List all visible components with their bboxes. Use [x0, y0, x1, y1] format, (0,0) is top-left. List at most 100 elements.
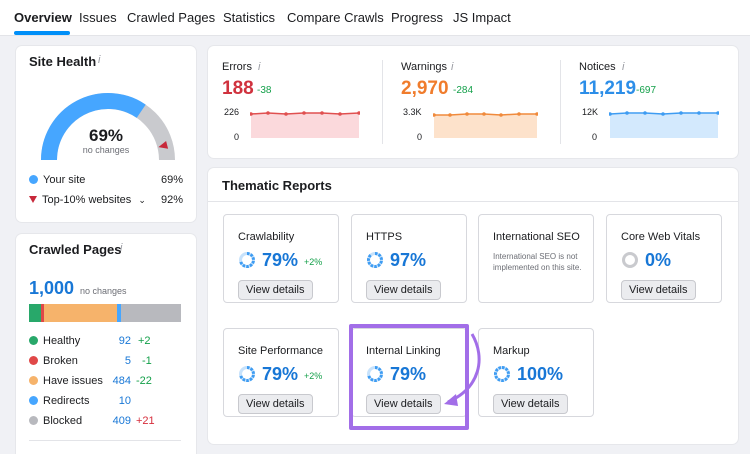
broken-value[interactable]: 5 — [124, 355, 131, 367]
broken-delta: -1 — [142, 355, 152, 367]
info-icon[interactable]: i — [98, 54, 101, 66]
row-redirects: Redirects — [29, 395, 89, 407]
notices-trend-chart[interactable] — [609, 106, 719, 140]
bar-healthy[interactable] — [29, 304, 41, 322]
site-health-gauge — [41, 93, 175, 161]
notices-axis-top: 12K — [582, 107, 599, 117]
tile-international-seo: International SEO International SEO is n… — [478, 214, 594, 303]
thematic-reports-title: Thematic Reports — [222, 178, 332, 193]
chevron-down-icon[interactable]: ⌄ — [138, 195, 146, 205]
bar-redirects[interactable] — [117, 304, 121, 322]
info-icon[interactable]: i — [451, 61, 454, 73]
info-icon[interactable]: i — [120, 242, 123, 254]
warnings-delta: -284 — [453, 85, 474, 96]
red-dot-icon — [29, 356, 38, 365]
warnings-value[interactable]: 2,970 — [401, 78, 449, 99]
warnings-axis-top: 3.3K — [403, 107, 422, 117]
gauge-value-arc — [41, 93, 146, 161]
arrow-icon — [444, 333, 481, 406]
row-broken: Broken — [29, 355, 78, 367]
tile-core-web-vitals[interactable]: Core Web Vitals 0% View details — [606, 214, 722, 303]
crawled-total-note: no changes — [80, 286, 127, 296]
errors-trend-chart[interactable] — [250, 106, 360, 140]
errors-value[interactable]: 188 — [222, 78, 254, 99]
tab-js-impact[interactable]: JS Impact — [453, 10, 511, 25]
divider — [29, 440, 181, 441]
redirects-value[interactable]: 10 — [118, 395, 131, 407]
site-health-value: 69% — [88, 126, 124, 145]
info-icon[interactable]: i — [622, 61, 625, 73]
warnings-trend-chart[interactable] — [433, 106, 538, 140]
progress-ring-icon — [239, 252, 255, 268]
view-details-button[interactable]: View details — [621, 280, 696, 300]
tile-delta: +2% — [304, 257, 323, 267]
have-issues-value[interactable]: 484 — [112, 375, 131, 387]
crawled-pages-title: Crawled Pages — [29, 242, 122, 257]
tab-progress[interactable]: Progress — [391, 10, 444, 25]
tile-site-performance[interactable]: Site Performance 79% +2% View details — [223, 328, 339, 417]
tile-delta: +2% — [304, 371, 323, 381]
tile-title: Site Performance — [238, 345, 323, 357]
blocked-value[interactable]: 409 — [112, 415, 131, 427]
top10-value: 92% — [161, 194, 184, 206]
view-details-button[interactable]: View details — [366, 280, 441, 300]
view-details-button[interactable]: View details — [366, 394, 441, 414]
tile-title: Crawlability — [238, 231, 295, 243]
info-icon[interactable]: i — [258, 61, 261, 73]
blue-dot-icon — [29, 175, 38, 184]
row-have-issues: Have issues — [29, 375, 103, 387]
errors-axis-bottom: 0 — [234, 132, 240, 142]
view-details-button[interactable]: View details — [238, 394, 313, 414]
legend-your-site: Your site — [29, 174, 85, 186]
errors-label: Errors — [222, 61, 252, 73]
tile-value[interactable]: 79% — [262, 250, 299, 270]
tab-crawled-pages[interactable]: Crawled Pages — [127, 10, 216, 25]
tile-value[interactable]: 79% — [262, 364, 299, 384]
green-dot-icon — [29, 336, 38, 345]
errors-delta: -38 — [257, 85, 272, 96]
crawled-pages-card: Crawled Pages i 1,000 no changes Healthy… — [16, 234, 196, 454]
healthy-delta: +2 — [138, 335, 151, 347]
progress-ring-icon — [367, 366, 383, 382]
crawled-pages-bar — [29, 304, 181, 322]
site-health-title: Site Health — [29, 54, 97, 69]
view-details-button[interactable]: View details — [238, 280, 313, 300]
orange-dot-icon — [29, 376, 38, 385]
bar-have-issues[interactable] — [44, 304, 117, 322]
tile-crawlability[interactable]: Crawlability 79% +2% View details — [223, 214, 339, 303]
row-blocked: Blocked — [29, 415, 82, 427]
thematic-reports-card: Thematic Reports Crawlability 79% +2% Vi… — [208, 168, 738, 444]
tile-value[interactable]: 97% — [390, 250, 427, 270]
tab-statistics[interactable]: Statistics — [223, 10, 276, 25]
warnings-axis-bottom: 0 — [417, 132, 423, 142]
have-issues-delta: -22 — [136, 375, 152, 387]
view-details-button[interactable]: View details — [493, 394, 568, 414]
tab-overview[interactable]: Overview — [14, 10, 72, 25]
tile-title: International SEO — [493, 231, 580, 243]
tile-value[interactable]: 0% — [645, 250, 672, 270]
divider — [560, 60, 561, 144]
notices-label: Notices — [579, 61, 616, 73]
tile-note: International SEO is not implemented on … — [493, 252, 582, 272]
divider — [382, 60, 383, 144]
site-health-card: Site Health i 69% no changes Your site 6… — [16, 46, 196, 222]
errors-axis-top: 226 — [224, 107, 240, 117]
tile-https[interactable]: HTTPS 97% View details — [351, 214, 467, 303]
issues-summary-card: Errors i 188 -38 226 0 Warnings i 2,970 … — [208, 46, 738, 158]
tab-issues[interactable]: Issues — [79, 10, 117, 25]
notices-value[interactable]: 11,219 — [579, 78, 637, 99]
tab-compare-crawls[interactable]: Compare Crawls — [287, 10, 384, 25]
bar-broken[interactable] — [41, 304, 44, 322]
active-tab-indicator — [14, 31, 70, 35]
tile-title: Markup — [493, 345, 530, 357]
legend-top10[interactable]: Top-10% websites ⌄ — [29, 194, 146, 206]
tile-markup[interactable]: Markup 100% View details — [478, 328, 594, 417]
tile-value[interactable]: 100% — [517, 364, 564, 384]
crawled-total[interactable]: 1,000 — [29, 278, 75, 298]
tile-value[interactable]: 79% — [390, 364, 427, 384]
gray-dot-icon — [29, 416, 38, 425]
your-site-value: 69% — [161, 174, 184, 186]
progress-ring-icon — [239, 366, 255, 382]
bar-blocked[interactable] — [121, 304, 181, 322]
healthy-value[interactable]: 92 — [118, 335, 131, 347]
